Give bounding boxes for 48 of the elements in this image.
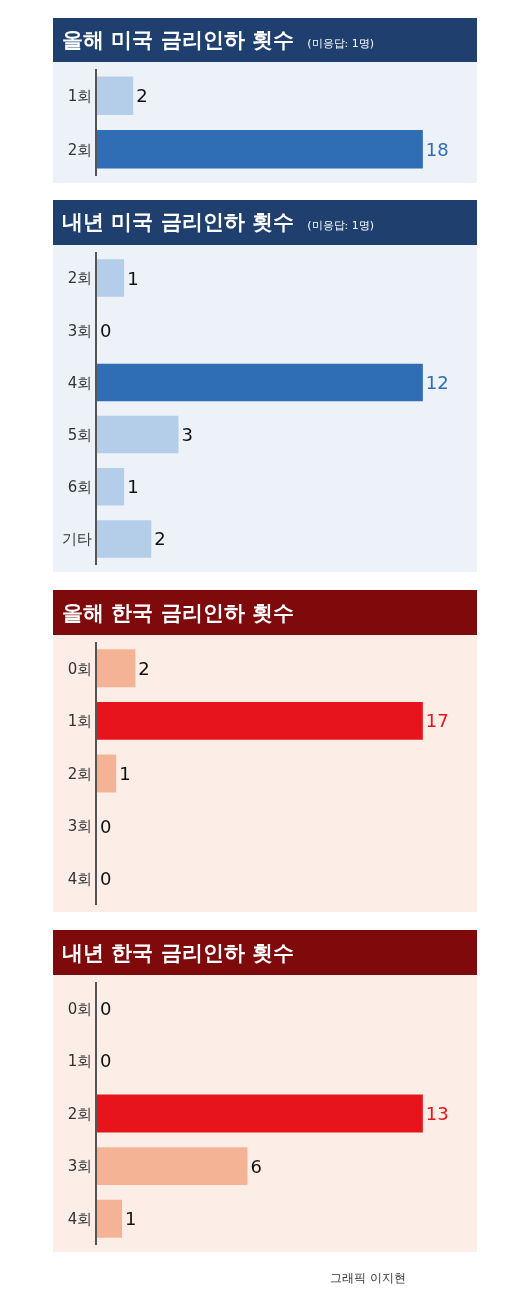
- bar: [97, 467, 125, 506]
- y-tick-label: 6회: [67, 478, 93, 496]
- data-label: 0: [100, 319, 112, 341]
- y-tick-label: 기타: [62, 530, 93, 549]
- data-label: 13: [425, 1103, 449, 1124]
- y-tick-label: 4회: [67, 869, 93, 888]
- data-label: 12: [425, 371, 449, 393]
- y-tick-label: 0회: [67, 659, 93, 678]
- y-tick-label: 2회: [67, 764, 93, 783]
- data-label: 6: [250, 1155, 262, 1177]
- y-tick-label: 3회: [67, 321, 93, 340]
- y-tick-label: 1회: [67, 87, 93, 105]
- chart-title: 올해 한국 금리인하 횟수: [62, 601, 294, 625]
- data-label: 1: [125, 1208, 137, 1230]
- chart-title: 내년 한국 금리인하 횟수: [62, 941, 294, 965]
- data-label: 0: [100, 815, 112, 837]
- y-tick-label: 5회: [67, 425, 93, 444]
- y-tick-label: 3회: [67, 1157, 93, 1176]
- data-label: 2: [136, 85, 148, 107]
- y-tick-label: 3회: [67, 817, 93, 836]
- chart-subtitle: (미응답: 1명): [307, 219, 375, 232]
- data-label: 1: [119, 763, 131, 784]
- bar: [97, 520, 152, 558]
- data-label: 0: [100, 868, 112, 890]
- y-tick-label: 4회: [67, 1209, 93, 1228]
- data-label: 1: [127, 476, 139, 498]
- data-label: 17: [425, 710, 449, 732]
- text: 그래픽 이지현: [330, 1271, 406, 1285]
- bar: [97, 259, 125, 297]
- data-label: 18: [425, 138, 449, 160]
- chart-title: 내년 미국 금리인하 횟수: [62, 210, 294, 234]
- y-tick-label: 2회: [67, 269, 93, 288]
- chart-title: 올해 미국 금리인하 횟수: [62, 28, 294, 52]
- data-label: 0: [100, 997, 112, 1019]
- data-label: 2: [138, 657, 150, 679]
- data-label: 0: [100, 1050, 112, 1072]
- data-label: 2: [154, 528, 166, 550]
- y-tick-label: 4회: [67, 373, 93, 392]
- data-label: 3: [181, 424, 193, 446]
- data-label: 1: [127, 267, 139, 289]
- y-tick-label: 1회: [67, 1052, 93, 1071]
- bar: [97, 363, 423, 402]
- y-tick-label: 1회: [67, 712, 93, 731]
- y-tick-label: 2회: [67, 140, 93, 159]
- y-tick-label: 2회: [67, 1104, 93, 1123]
- y-tick-label: 0회: [67, 999, 93, 1018]
- bar: [97, 415, 179, 454]
- chart-subtitle: (미응답: 1명): [307, 37, 375, 50]
